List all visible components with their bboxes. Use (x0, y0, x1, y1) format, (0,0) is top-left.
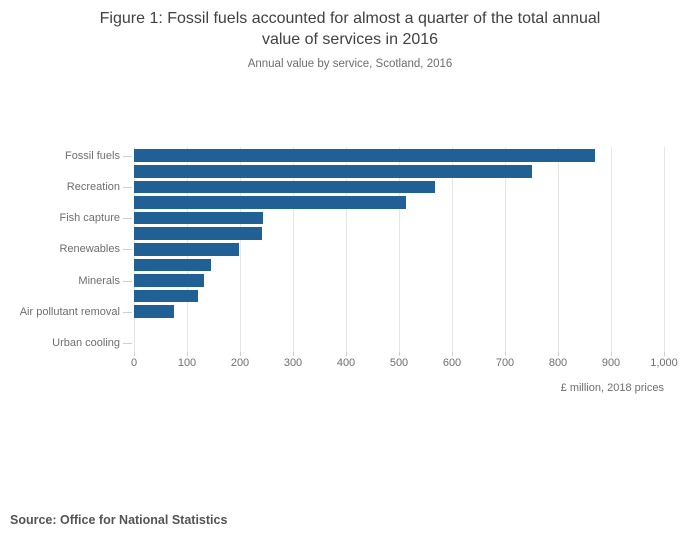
x-tick-label: 0 (130, 357, 138, 369)
gridline (611, 147, 612, 352)
gridline (293, 147, 294, 352)
x-axis-tick (505, 352, 506, 356)
chart-subtitle: Annual value by service, Scotland, 2016 (247, 58, 453, 70)
x-tick-label: 800 (548, 357, 568, 369)
category-label: Recreation (66, 180, 120, 193)
plot-area (134, 147, 665, 352)
gridline (240, 147, 241, 352)
bar (134, 196, 406, 209)
x-tick-label: 400 (336, 357, 356, 369)
bar (134, 165, 532, 178)
bar (134, 258, 211, 272)
x-tick-label: 100 (177, 357, 197, 369)
category-label: Fish capture (59, 212, 120, 225)
y-axis-tick (123, 218, 132, 220)
category-label: Fossil fuels (64, 149, 120, 162)
x-tick-label: 600 (442, 357, 462, 369)
x-axis-tick (452, 352, 453, 356)
x-tick-label: 200 (230, 357, 250, 369)
x-axis-tick (558, 352, 559, 356)
source-note: Source: Office for National Statistics (10, 513, 228, 527)
gridline (399, 147, 400, 352)
x-axis-tick (346, 352, 347, 356)
y-axis-tick (123, 155, 132, 157)
x-axis-tick (293, 352, 294, 356)
y-axis-tick (123, 249, 132, 251)
x-axis-tick (187, 352, 188, 356)
gridline (346, 147, 347, 352)
x-axis-tick (664, 352, 665, 356)
category-label: Urban cooling (52, 336, 120, 349)
x-axis-title: £ million, 2018 prices (560, 382, 664, 394)
bar (134, 180, 436, 194)
x-axis-tick (399, 352, 400, 356)
x-tick-label: 900 (601, 357, 621, 369)
y-axis-tick (123, 311, 132, 313)
category-label: Air pollutant removal (19, 305, 120, 318)
x-tick-label: 300 (283, 357, 303, 369)
bar (134, 274, 204, 287)
bar (134, 211, 263, 225)
gridline (664, 147, 665, 352)
chart-title: Figure 1: Fossil fuels accounted for alm… (0, 8, 700, 50)
x-tick-label: 1,000 (650, 357, 678, 369)
category-label: Minerals (78, 274, 120, 287)
y-axis-tick (123, 186, 132, 188)
bar (134, 289, 199, 303)
bar (134, 149, 596, 163)
y-axis-tick (123, 280, 132, 282)
category-label: Renewables (59, 243, 120, 256)
bar (134, 227, 263, 241)
y-axis-tick (123, 342, 132, 344)
x-tick-label: 500 (389, 357, 409, 369)
gridline (452, 147, 453, 352)
chart-title-line2: value of services in 2016 (261, 31, 439, 48)
x-axis-tick (240, 352, 241, 356)
x-tick-label: 700 (495, 357, 515, 369)
gridline (558, 147, 559, 352)
gridline (505, 147, 506, 352)
bar (134, 305, 174, 319)
bar (134, 243, 239, 256)
x-axis-tick (134, 352, 135, 356)
x-axis-tick (611, 352, 612, 356)
chart-title-line1: Figure 1: Fossil fuels accounted for alm… (99, 10, 601, 27)
